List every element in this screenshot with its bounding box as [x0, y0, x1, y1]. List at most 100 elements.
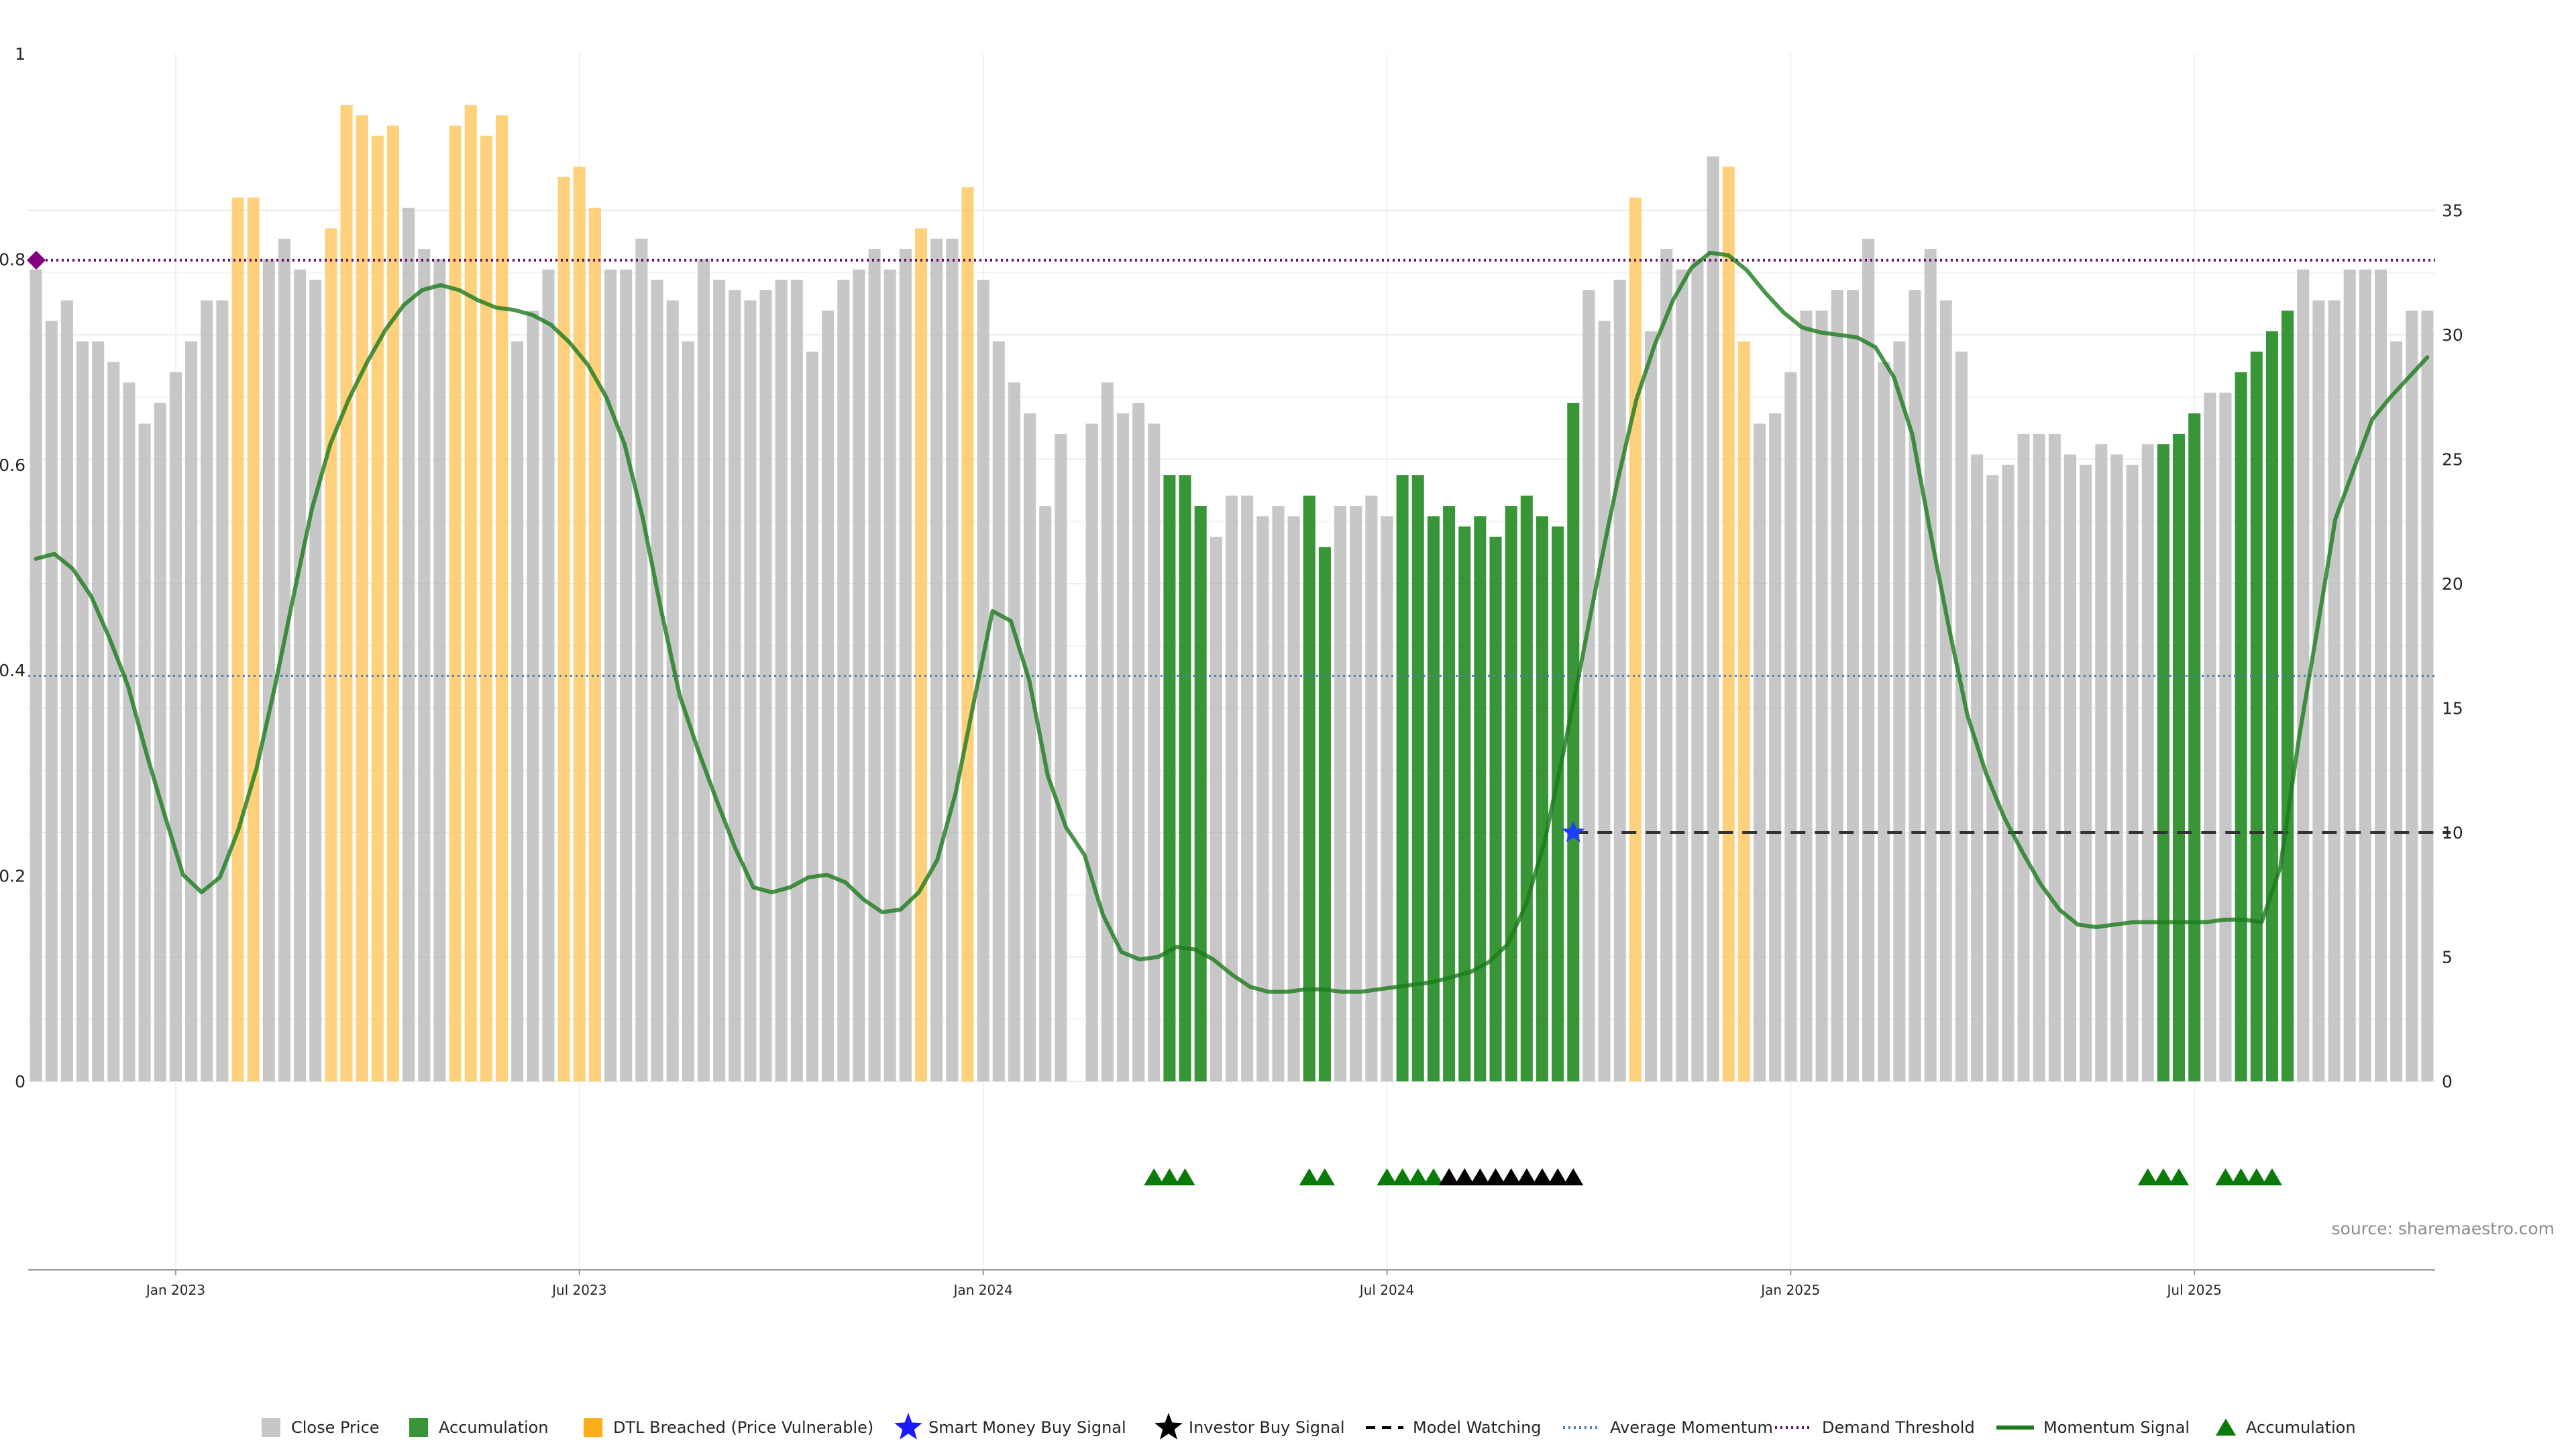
- close-price-bar: [1039, 506, 1052, 1081]
- dtl-breached-bar: [557, 176, 570, 1082]
- accumulation-bar: [1520, 495, 1533, 1081]
- source-note: source: sharemaestro.com: [2332, 1219, 2555, 1238]
- momentum-signal-line: [34, 250, 2430, 994]
- accumulation-triangle: [2261, 1168, 2282, 1185]
- close-price-bar: [2328, 300, 2341, 1082]
- close-price-bar: [883, 269, 896, 1082]
- legend-label: Smart Money Buy Signal: [928, 1418, 1126, 1437]
- accumulation-triangle: [2231, 1168, 2251, 1185]
- accumulation-bar: [2250, 352, 2263, 1081]
- accumulation-bar: [1411, 475, 1424, 1081]
- legend-item: Investor Buy Signal: [1155, 1413, 1345, 1440]
- close-price-bar: [2095, 444, 2108, 1081]
- close-price-bar: [853, 269, 865, 1082]
- close-price-bar: [2048, 433, 2061, 1081]
- close-price-bar: [1707, 156, 1719, 1082]
- accumulation-bar: [2157, 444, 2169, 1081]
- investor-buy-triangle: [1439, 1168, 1460, 1185]
- accumulation-bar: [1567, 402, 1580, 1081]
- close-price-bar: [2141, 444, 2154, 1081]
- close-price-bar: [1986, 475, 1999, 1081]
- close-price-bar: [1055, 433, 1067, 1081]
- close-price-bar: [2297, 269, 2310, 1082]
- markers: [1144, 820, 2282, 1185]
- close-price-bar: [1769, 413, 1782, 1081]
- dtl-breached-bar: [1737, 341, 1750, 1082]
- close-price-bar: [946, 238, 959, 1081]
- accumulation-triangle: [1407, 1168, 1428, 1185]
- dtl-breached-bar: [449, 125, 462, 1082]
- close-price-bar: [1085, 423, 1098, 1081]
- accumulation-triangle: [1423, 1168, 1444, 1185]
- accumulation-bar: [2188, 413, 2201, 1081]
- investor-buy-triangle: [1532, 1168, 1552, 1185]
- close-price-bar: [1008, 382, 1020, 1081]
- dtl-breached-bar: [340, 105, 353, 1082]
- accumulation-bar: [1303, 495, 1316, 1081]
- legend-item: Demand Threshold: [1775, 1418, 1975, 1437]
- y-right-tick-label: 20: [2442, 574, 2463, 594]
- close-price-bar: [1644, 331, 1658, 1081]
- demand-threshold-marker: [27, 250, 46, 270]
- close-price-bar: [899, 249, 912, 1082]
- close-price-bar: [635, 238, 648, 1081]
- close-price-bar: [1598, 321, 1611, 1081]
- close-price-bar: [2110, 454, 2123, 1081]
- y-right-tick-label: 15: [2442, 699, 2463, 718]
- close-price-bar: [278, 238, 290, 1081]
- dtl-breached-bar: [371, 136, 384, 1081]
- close-price-bar: [2421, 311, 2434, 1081]
- close-price-bar: [682, 341, 694, 1082]
- close-price-bar: [868, 249, 881, 1082]
- accumulation-bar: [1474, 516, 1487, 1081]
- investor-buy-triangle: [1501, 1168, 1521, 1185]
- accumulation-triangle: [1159, 1168, 1180, 1185]
- y-left-tick-label: 0.6: [0, 455, 25, 475]
- accumulation-triangle: [2169, 1168, 2190, 1185]
- legend-label: DTL Breached (Price Vulnerable): [613, 1418, 873, 1437]
- close-price-bar: [1862, 238, 1875, 1081]
- dtl-breached-bar: [1722, 166, 1735, 1081]
- close-price-bar: [620, 269, 633, 1082]
- accumulation-bar: [1443, 506, 1456, 1081]
- close-price-bar: [1815, 311, 1828, 1081]
- close-price-bar: [1101, 382, 1114, 1081]
- accumulation-triangle: [2246, 1168, 2267, 1185]
- accumulation-triangle: [1299, 1168, 1320, 1185]
- accumulation-triangle: [2153, 1168, 2174, 1185]
- legend-label: Accumulation: [2246, 1418, 2356, 1437]
- accumulation-triangle: [1175, 1168, 1195, 1185]
- dtl-breached-bar: [495, 115, 508, 1081]
- close-price-bar: [30, 269, 42, 1082]
- close-price-bar: [1893, 341, 1906, 1082]
- accumulation-bar: [2235, 372, 2247, 1082]
- y-left-tick-label: 1: [15, 44, 25, 64]
- close-price-bar: [402, 207, 415, 1081]
- legend-item: Smart Money Buy Signal: [894, 1413, 1126, 1440]
- accumulation-triangle: [1314, 1168, 1335, 1185]
- accumulation-bar: [1194, 506, 1207, 1081]
- accumulation-triangle: [2215, 1168, 2236, 1185]
- dtl-breached-bar: [961, 187, 974, 1081]
- close-price-bar: [1148, 423, 1161, 1081]
- accumulation-bar: [1427, 516, 1440, 1081]
- dtl-breached-bar: [1629, 197, 1642, 1082]
- close-price-bar: [1754, 423, 1766, 1081]
- close-price-bar: [123, 382, 136, 1081]
- legend-item: DTL Breached (Price Vulnerable): [584, 1418, 873, 1437]
- close-price-bar: [309, 280, 322, 1081]
- close-price-bar: [1831, 290, 1843, 1081]
- legend-label: Demand Threshold: [1822, 1418, 1975, 1437]
- close-price-bar: [2002, 464, 2015, 1081]
- legend-label: Close Price: [291, 1418, 380, 1437]
- investor-buy-triangle: [1454, 1168, 1475, 1185]
- close-price-bar: [1846, 290, 1859, 1081]
- close-price-bar: [1955, 352, 1968, 1081]
- close-price-bar: [1800, 311, 1813, 1081]
- y-left-tick-label: 0.8: [0, 250, 25, 269]
- close-price-bar: [775, 280, 788, 1081]
- close-price-bar: [2219, 392, 2232, 1081]
- accumulation-bar: [1163, 475, 1176, 1081]
- accumulation-bar: [1396, 475, 1409, 1081]
